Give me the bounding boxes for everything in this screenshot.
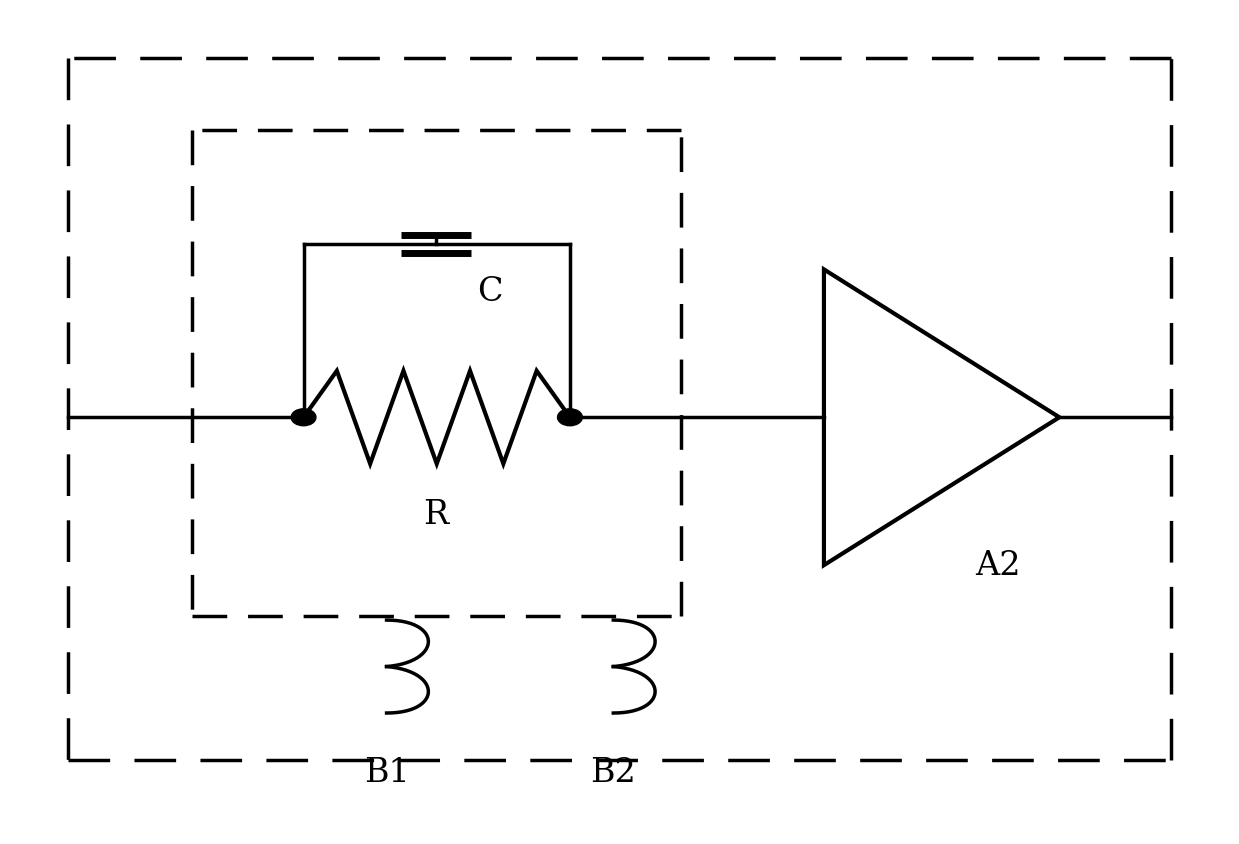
Text: B1: B1 (364, 756, 409, 788)
Text: B2: B2 (591, 756, 636, 788)
Circle shape (558, 409, 582, 426)
Text: A2: A2 (975, 549, 1020, 582)
Text: R: R (424, 499, 449, 531)
Circle shape (291, 409, 316, 426)
Text: C: C (477, 275, 502, 307)
